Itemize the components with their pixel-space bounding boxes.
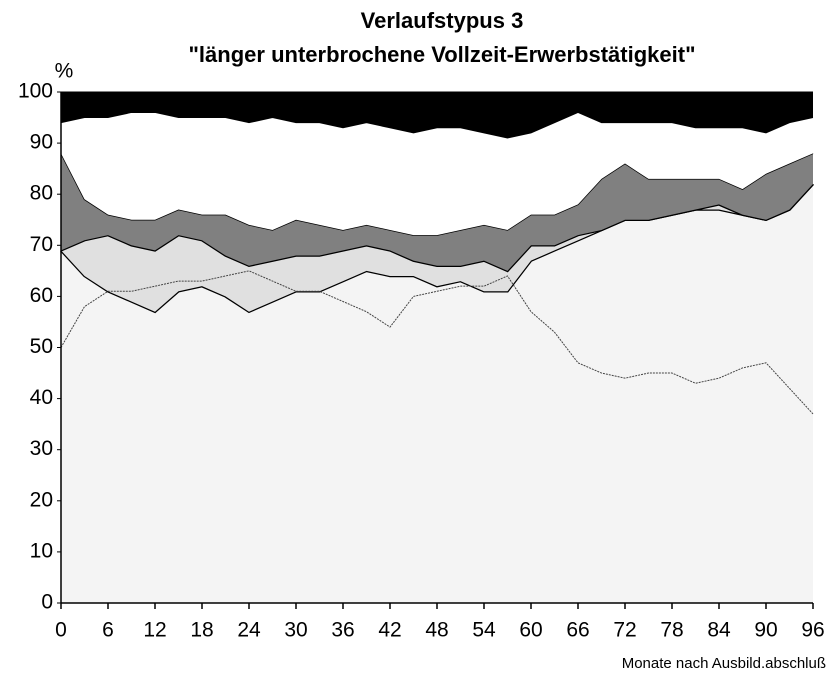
- x-tick-label: 30: [284, 619, 307, 642]
- y-tick-label: 30: [30, 437, 53, 460]
- y-tick-label: 70: [30, 233, 53, 256]
- y-tick-label: 60: [30, 284, 53, 307]
- area: [61, 153, 813, 271]
- x-tick-label: 12: [143, 619, 166, 642]
- x-tick-label: 18: [190, 619, 213, 642]
- x-tick-label: 36: [331, 619, 354, 642]
- x-tick-label: 54: [472, 619, 496, 642]
- x-tick-label: 0: [55, 619, 67, 642]
- y-axis-label: %: [55, 60, 74, 83]
- x-tick-label: 60: [519, 619, 542, 642]
- x-tick-label: 42: [378, 619, 401, 642]
- y-tick-label: 40: [30, 386, 53, 409]
- area: [61, 183, 813, 312]
- x-tick-label: 48: [425, 619, 448, 642]
- y-tick-label: 80: [30, 182, 53, 205]
- y-tick-label: 100: [18, 80, 53, 103]
- x-tick-label: 72: [613, 619, 636, 642]
- area: [61, 92, 813, 138]
- x-tick-label: 96: [801, 619, 824, 642]
- line: [60, 270, 814, 415]
- x-tick-label: 84: [707, 619, 731, 642]
- x-tick-label: 66: [566, 619, 589, 642]
- x-tick-label: 78: [660, 619, 683, 642]
- y-tick-label: 50: [30, 335, 53, 358]
- x-tick-label: 24: [237, 619, 261, 642]
- x-tick-label: 90: [754, 619, 777, 642]
- y-tick-label: 90: [30, 131, 53, 154]
- y-tick-label: 10: [30, 539, 53, 562]
- chart-title: Verlaufstypus 3: [361, 8, 524, 33]
- area: [61, 183, 813, 604]
- y-tick-label: 0: [41, 591, 53, 614]
- x-axis-label: Monate nach Ausbild.abschluß: [622, 655, 826, 672]
- area: [61, 112, 813, 236]
- chart-subtitle: "länger unterbrochene Vollzeit-Erwerbstä…: [189, 42, 696, 67]
- y-tick-label: 20: [30, 488, 53, 511]
- x-tick-label: 6: [102, 619, 114, 642]
